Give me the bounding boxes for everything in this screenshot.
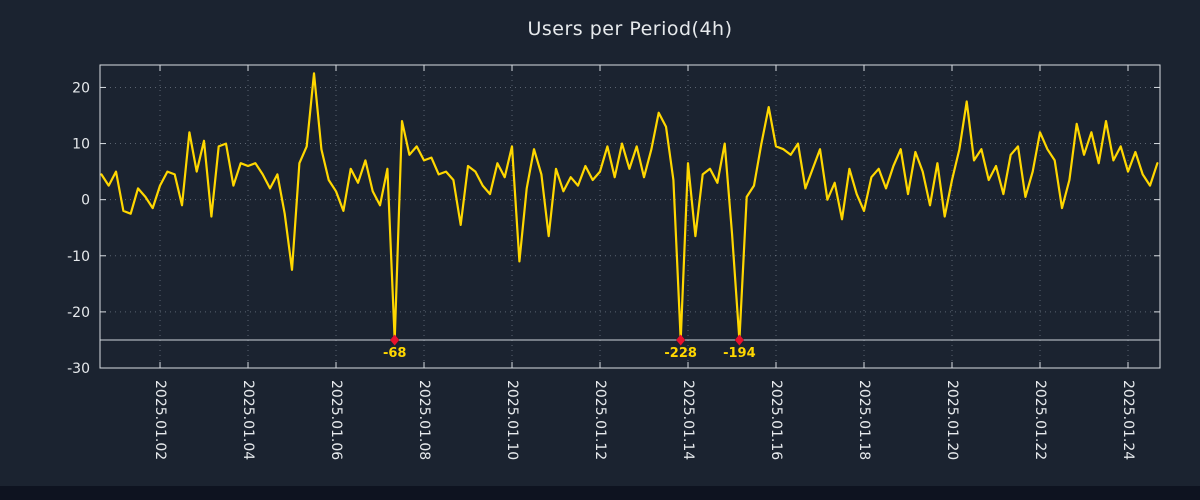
y-tick-label: -20 xyxy=(67,305,90,321)
x-tick-label: 2025.01.12 xyxy=(592,380,608,460)
series-line xyxy=(100,72,1159,341)
min-value-label: -228 xyxy=(664,346,697,361)
x-tick-label: 2025.01.18 xyxy=(856,380,872,460)
min-value-label: -194 xyxy=(723,346,756,361)
min-value-marker-icon xyxy=(676,334,686,346)
min-value-marker-icon xyxy=(734,334,744,346)
x-tick-label: 2025.01.02 xyxy=(152,380,168,460)
y-tick-label: 0 xyxy=(81,193,90,209)
y-tick-label: -30 xyxy=(67,361,90,377)
x-tick-label: 2025.01.10 xyxy=(504,380,520,460)
x-tick-label: 2025.01.14 xyxy=(680,380,696,460)
y-tick-label: -10 xyxy=(67,249,90,265)
plot-border xyxy=(99,64,1161,369)
min-value-marker-icon xyxy=(390,334,400,346)
x-tick-label: 2025.01.06 xyxy=(328,380,344,460)
x-tick-label: 2025.01.20 xyxy=(944,380,960,460)
bottom-bar xyxy=(0,486,1200,500)
y-tick-label: 20 xyxy=(72,80,90,96)
chart-title: Users per Period(4h) xyxy=(527,18,733,40)
y-tick-label: 10 xyxy=(72,137,90,153)
x-tick-label: 2025.01.24 xyxy=(1120,380,1136,460)
min-value-label: -68 xyxy=(383,346,407,361)
x-tick-label: 2025.01.08 xyxy=(416,380,432,460)
x-tick-label: 2025.01.22 xyxy=(1032,380,1048,460)
x-tick-label: 2025.01.04 xyxy=(240,380,256,460)
x-tick-label: 2025.01.16 xyxy=(768,380,784,460)
